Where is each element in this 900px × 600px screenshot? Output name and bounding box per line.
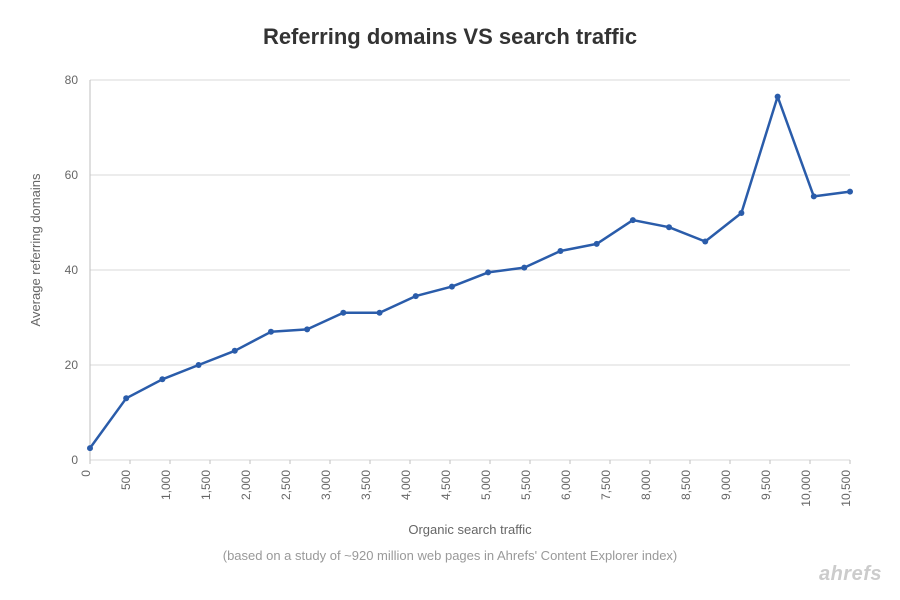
line-chart: 0 20 40 60 80 0 500 1,000 1,500 2,000 2,500 3,000 3,… bbox=[0, 0, 900, 600]
x-tick-label: 1,500 bbox=[199, 470, 213, 500]
x-tick-label: 1,000 bbox=[159, 470, 173, 500]
chart-caption: (based on a study of ~920 million web pa… bbox=[0, 548, 900, 563]
x-tick-label: 2,000 bbox=[239, 470, 253, 500]
x-tick-label: 8,000 bbox=[639, 470, 653, 500]
data-marker bbox=[811, 193, 817, 199]
x-tick-label: 9,000 bbox=[719, 470, 733, 500]
data-marker bbox=[847, 189, 853, 195]
data-marker bbox=[594, 241, 600, 247]
x-tick-label: 4,000 bbox=[399, 470, 413, 500]
data-line bbox=[90, 97, 850, 449]
x-tick-label: 9,500 bbox=[759, 470, 773, 500]
brand-logo: ahrefs bbox=[819, 563, 882, 586]
x-tick-label: 3,000 bbox=[319, 470, 333, 500]
x-tick-label: 10,500 bbox=[839, 470, 853, 507]
x-tick-label: 0 bbox=[79, 470, 93, 477]
data-marker bbox=[775, 94, 781, 100]
y-tick-label: 80 bbox=[65, 73, 79, 87]
x-tick-label: 5,000 bbox=[479, 470, 493, 500]
data-marker bbox=[738, 210, 744, 216]
data-marker bbox=[413, 293, 419, 299]
data-marker bbox=[196, 362, 202, 368]
data-marker bbox=[87, 445, 93, 451]
data-marker bbox=[159, 376, 165, 382]
data-marker bbox=[485, 269, 491, 275]
y-tick-label: 20 bbox=[65, 358, 79, 372]
y-axis-label: Average referring domains bbox=[28, 140, 43, 360]
x-tick-label: 7,500 bbox=[599, 470, 613, 500]
data-marker bbox=[340, 310, 346, 316]
x-tick-label: 4,500 bbox=[439, 470, 453, 500]
data-marker bbox=[377, 310, 383, 316]
x-tick-label: 500 bbox=[119, 470, 133, 490]
data-marker bbox=[630, 217, 636, 223]
y-tick-label: 40 bbox=[65, 263, 79, 277]
data-marker bbox=[521, 265, 527, 271]
data-marker bbox=[123, 395, 129, 401]
data-marker bbox=[702, 239, 708, 245]
x-tick-label: 6,000 bbox=[559, 470, 573, 500]
data-marker bbox=[666, 224, 672, 230]
x-tick-label: 10,000 bbox=[799, 470, 813, 507]
y-tick-label: 60 bbox=[65, 168, 79, 182]
x-tick-label: 3,500 bbox=[359, 470, 373, 500]
x-tick-label: 5,500 bbox=[519, 470, 533, 500]
data-marker bbox=[449, 284, 455, 290]
data-marker bbox=[268, 329, 274, 335]
y-tick-label: 0 bbox=[71, 453, 78, 467]
data-marker bbox=[557, 248, 563, 254]
x-tick-label: 2,500 bbox=[279, 470, 293, 500]
data-marker bbox=[304, 326, 310, 332]
x-tick-label: 8,500 bbox=[679, 470, 693, 500]
x-axis-label: Organic search traffic bbox=[90, 522, 850, 537]
data-marker bbox=[232, 348, 238, 354]
